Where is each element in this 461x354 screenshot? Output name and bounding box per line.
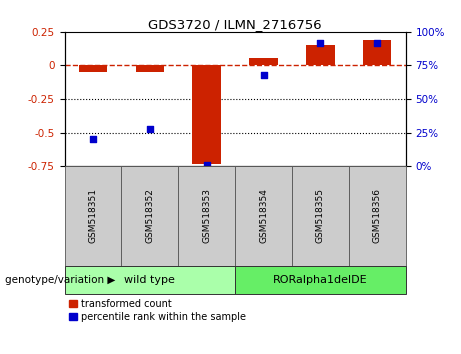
Text: GSM518354: GSM518354 (259, 188, 268, 244)
Title: GDS3720 / ILMN_2716756: GDS3720 / ILMN_2716756 (148, 18, 322, 31)
Point (146, 126, 154, 132)
Bar (292, 166, 349, 266)
Bar (121, 166, 178, 266)
Bar (79, 65, 107, 72)
Text: genotype/variation ▶: genotype/variation ▶ (5, 275, 115, 285)
Text: RORalpha1delDE: RORalpha1delDE (273, 275, 368, 285)
Point (260, 72, 267, 78)
Bar (306, 45, 335, 65)
Bar (65, 166, 121, 266)
Bar (193, 65, 221, 164)
Text: wild type: wild type (124, 275, 175, 285)
Legend: transformed count, percentile rank within the sample: transformed count, percentile rank withi… (70, 299, 246, 321)
Text: GSM518356: GSM518356 (373, 188, 382, 244)
Bar (249, 58, 278, 65)
Text: GSM518355: GSM518355 (316, 188, 325, 244)
Bar (178, 166, 235, 266)
Text: GSM518352: GSM518352 (145, 188, 154, 244)
Bar (349, 166, 406, 266)
Bar (136, 65, 164, 72)
Point (373, 40, 381, 45)
Point (89, 137, 97, 142)
Text: GSM518351: GSM518351 (89, 188, 97, 244)
Bar (235, 266, 406, 294)
Point (203, 162, 210, 168)
Bar (363, 40, 391, 65)
Bar (235, 166, 292, 266)
Bar (65, 266, 235, 294)
Point (317, 40, 324, 45)
Text: GSM518353: GSM518353 (202, 188, 211, 244)
